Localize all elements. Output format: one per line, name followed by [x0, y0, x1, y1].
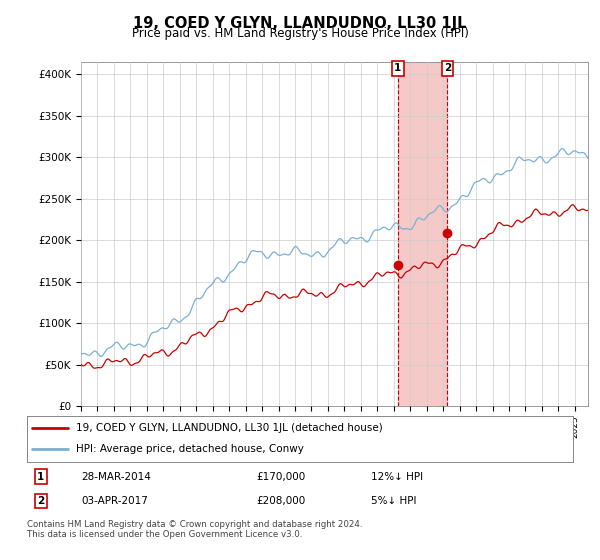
Text: 1: 1 [394, 63, 401, 73]
Text: 19, COED Y GLYN, LLANDUDNO, LL30 1JL (detached house): 19, COED Y GLYN, LLANDUDNO, LL30 1JL (de… [76, 423, 383, 433]
Text: 03-APR-2017: 03-APR-2017 [82, 496, 148, 506]
Text: 12%↓ HPI: 12%↓ HPI [371, 472, 423, 482]
Text: 2: 2 [444, 63, 451, 73]
Text: £208,000: £208,000 [256, 496, 305, 506]
Text: 28-MAR-2014: 28-MAR-2014 [82, 472, 151, 482]
Text: 5%↓ HPI: 5%↓ HPI [371, 496, 416, 506]
Text: Price paid vs. HM Land Registry's House Price Index (HPI): Price paid vs. HM Land Registry's House … [131, 27, 469, 40]
Text: 19, COED Y GLYN, LLANDUDNO, LL30 1JL: 19, COED Y GLYN, LLANDUDNO, LL30 1JL [133, 16, 467, 31]
Text: Contains HM Land Registry data © Crown copyright and database right 2024.
This d: Contains HM Land Registry data © Crown c… [27, 520, 362, 539]
Text: 2: 2 [37, 496, 44, 506]
Text: HPI: Average price, detached house, Conwy: HPI: Average price, detached house, Conw… [76, 444, 304, 454]
Bar [398, 62, 448, 406]
Text: £170,000: £170,000 [256, 472, 305, 482]
Text: 1: 1 [37, 472, 44, 482]
